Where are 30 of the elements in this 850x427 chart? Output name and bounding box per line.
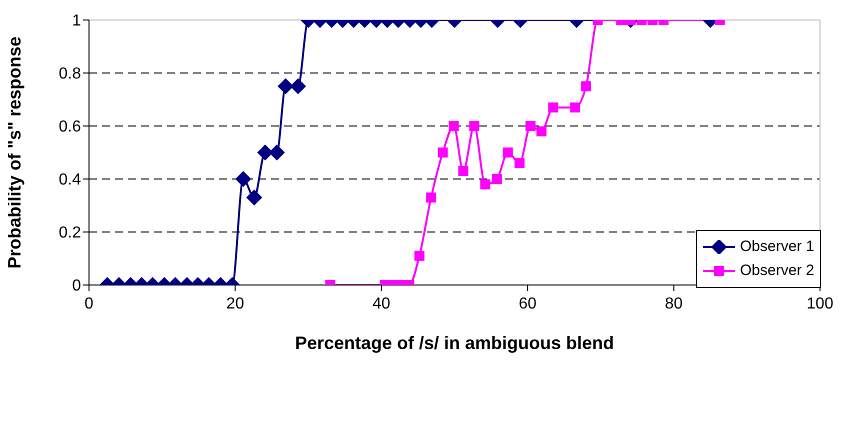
legend-label: Observer 2 bbox=[739, 261, 814, 281]
x-tick-label: 100 bbox=[806, 295, 834, 312]
x-tick-label: 0 bbox=[84, 295, 94, 312]
y-tick-label: 0.4 bbox=[58, 172, 82, 189]
legend-label: Observer 1 bbox=[739, 237, 814, 257]
point bbox=[458, 166, 468, 176]
x-tick-label: 80 bbox=[664, 295, 683, 312]
y-tick-label: 0.8 bbox=[58, 66, 82, 83]
y-tick-label: 0.6 bbox=[58, 118, 82, 136]
point bbox=[570, 102, 580, 112]
point bbox=[480, 179, 490, 190]
point bbox=[502, 148, 513, 158]
y-tick-label: 1 bbox=[72, 12, 82, 30]
point bbox=[492, 174, 502, 184]
point bbox=[469, 121, 480, 131]
point bbox=[438, 148, 448, 158]
point bbox=[548, 102, 558, 112]
point bbox=[514, 158, 525, 168]
point bbox=[246, 190, 262, 206]
point bbox=[448, 121, 459, 131]
point bbox=[536, 126, 546, 136]
y-tick-label: 0.2 bbox=[58, 224, 82, 242]
x-tick-label: 20 bbox=[226, 295, 244, 312]
x-axis-title: Percentage of /s/ in ambiguous blend bbox=[294, 333, 614, 353]
point bbox=[235, 171, 252, 187]
point bbox=[526, 121, 536, 131]
x-tick-label: 40 bbox=[372, 295, 390, 312]
point bbox=[426, 192, 436, 203]
y-tick-label: 0 bbox=[72, 278, 82, 295]
x-tick-label: 60 bbox=[518, 295, 537, 312]
